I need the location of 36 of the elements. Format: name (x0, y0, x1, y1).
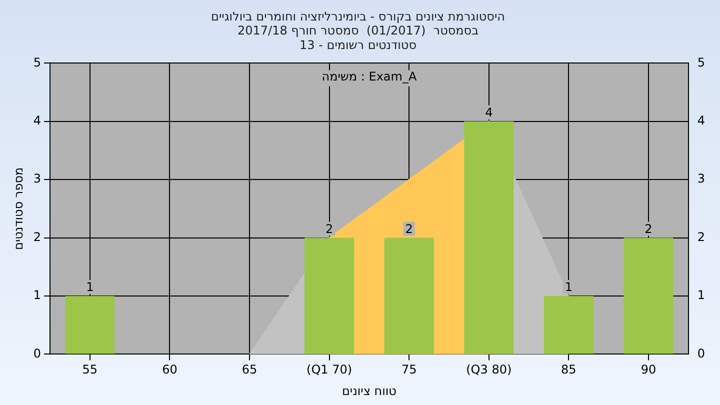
y-tick-label: 4 (33, 114, 42, 128)
x-tick-label: 85 (561, 362, 576, 377)
y2-tick-label: 5 (697, 55, 706, 70)
y-tick-label: 0 (33, 346, 42, 360)
x-axis-title: טווח ציונים (342, 384, 397, 398)
x-tick-label: 60 (162, 362, 178, 377)
data-label: 2 (644, 222, 652, 236)
y2-tick-label: 1 (697, 288, 706, 302)
y2-tick-label: 0 (697, 346, 706, 360)
x-tick-label: 55 (82, 362, 98, 377)
data-label: 1 (86, 280, 94, 294)
y2-tick-label: 2 (697, 230, 706, 244)
y-tick-label: 2 (33, 230, 42, 244)
x-tick-label: 75 (401, 362, 417, 377)
y-tick-label: 3 (33, 172, 42, 186)
data-label: 2 (325, 222, 334, 236)
annotation: משימה : Exam_A (322, 69, 418, 84)
data-label: 4 (485, 106, 493, 120)
x-tick-label: (Q3 80) (466, 362, 512, 377)
bar (624, 238, 674, 354)
bar (384, 238, 434, 354)
y-tick-label: 1 (33, 288, 42, 302)
y2-tick-label: 4 (697, 114, 706, 128)
y-tick-label: 5 (33, 55, 42, 70)
bar (65, 296, 115, 354)
data-label: 1 (564, 280, 572, 294)
x-tick-label: 65 (242, 362, 258, 377)
data-label: 2 (405, 222, 413, 236)
chart-title: היסטוגרמת ציונים בקורס - ביומינרליזציה וחומרים ביולוגיים בסמסטר (01/2017) סמסטר חורף 2017/18 סטודנטים רשומים - 13 (211, 9, 505, 52)
x-tick-label: (Q1 70) (306, 362, 352, 377)
bar (464, 121, 514, 354)
bar (544, 296, 594, 354)
x-tick-label: 90 (640, 362, 656, 377)
y2-tick-label: 3 (697, 172, 706, 186)
bar (304, 238, 354, 354)
y-axis-title: מספר סטודנטים (11, 167, 26, 250)
